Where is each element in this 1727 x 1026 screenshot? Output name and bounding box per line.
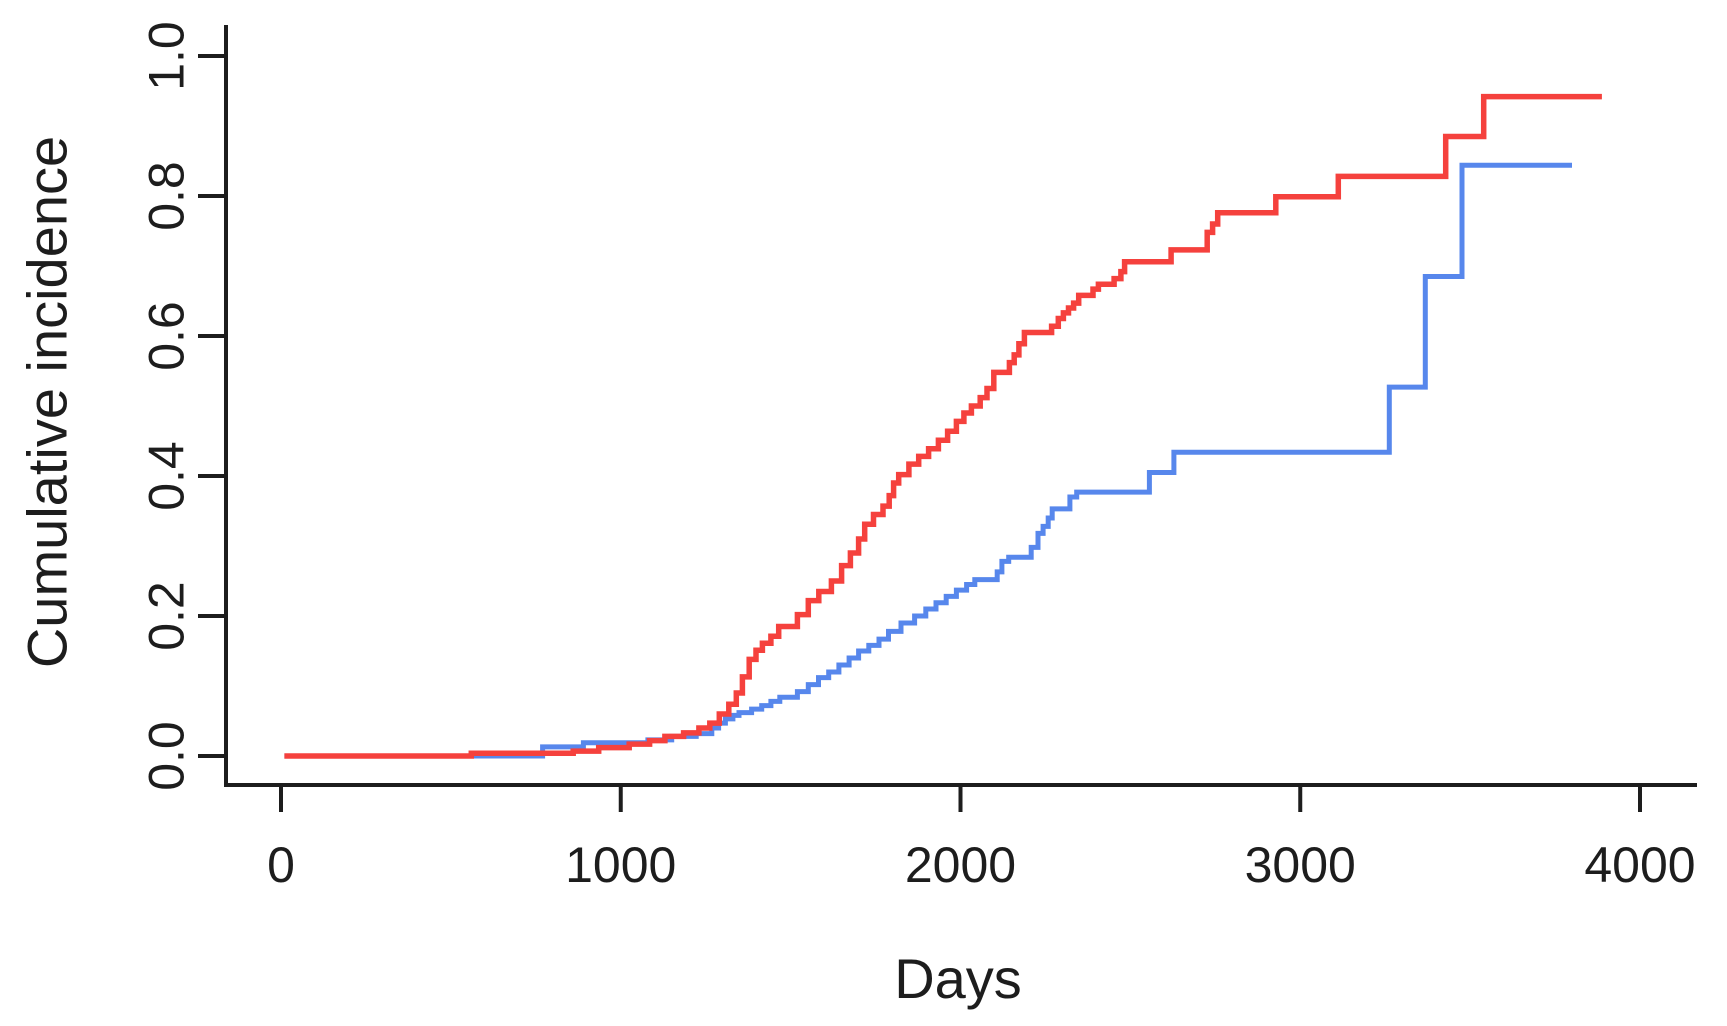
- series-layer: [284, 93, 1602, 759]
- y-axis-title: Cumulative incidence: [16, 136, 79, 668]
- series-red-curve-line: [284, 93, 1602, 759]
- x-tick-label: 1000: [565, 837, 676, 893]
- y-tick-label: 0.8: [139, 161, 195, 231]
- x-tick-label: 0: [267, 837, 295, 893]
- y-tick-label: 0.0: [139, 721, 195, 791]
- x-axis-title: Days: [894, 947, 1022, 1010]
- tick-marks: [198, 54, 1642, 812]
- x-tick-label: 3000: [1245, 837, 1356, 893]
- series-blue-curve-line: [284, 162, 1572, 759]
- tick-labels: 0 1000 2000 3000 4000 0.0 0.2 0.4 0.6 0.8 1.0: [139, 21, 1696, 893]
- y-tick-label: 0.2: [139, 581, 195, 651]
- y-tick-label: 1.0: [139, 21, 195, 91]
- x-tick-label: 2000: [905, 837, 1016, 893]
- x-tick-label: 4000: [1584, 837, 1695, 893]
- axes: [224, 25, 1697, 787]
- y-tick-label: 0.6: [139, 301, 195, 371]
- y-tick-label: 0.4: [139, 441, 195, 511]
